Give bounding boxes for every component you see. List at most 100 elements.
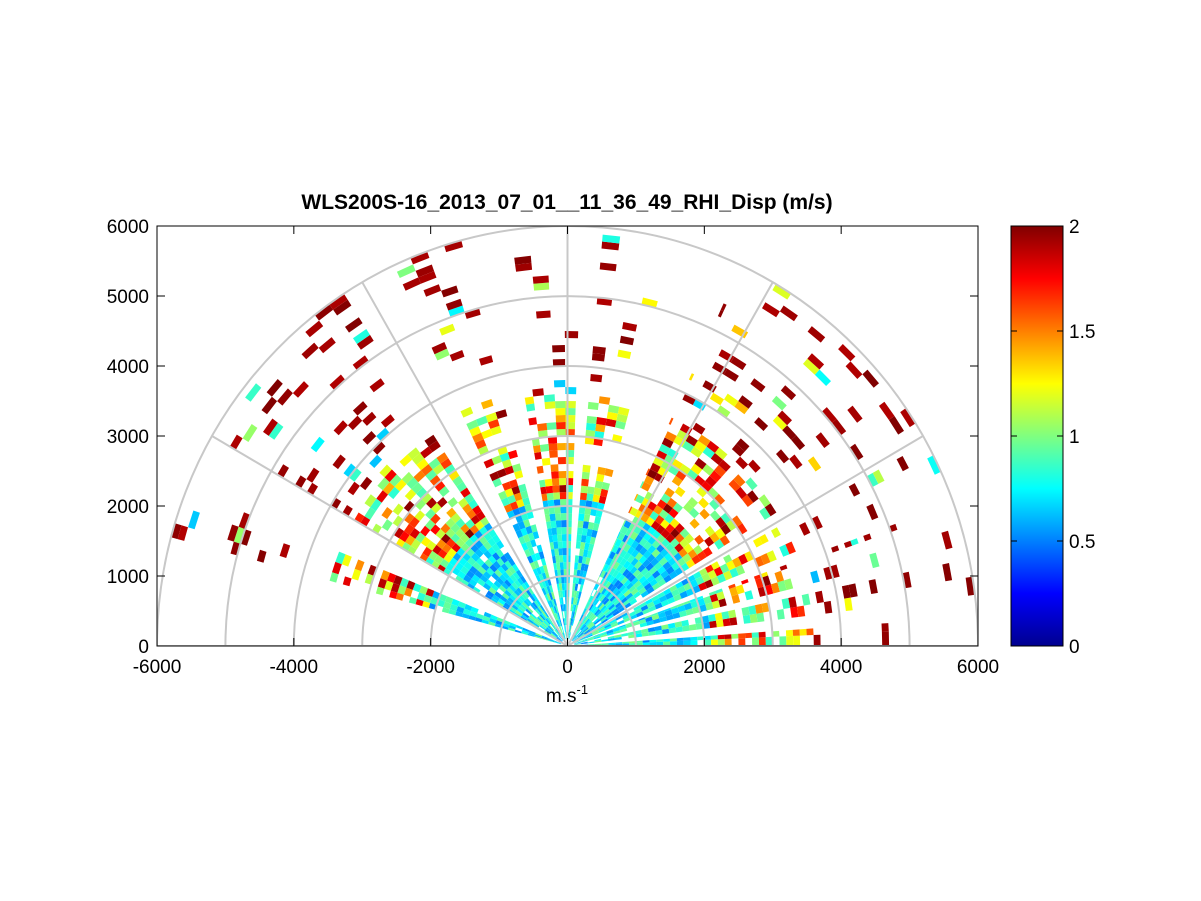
rhi-cell bbox=[709, 498, 720, 511]
y-tick-label: 1000 bbox=[107, 567, 149, 588]
rhi-cell bbox=[772, 284, 792, 300]
rhi-cell bbox=[513, 492, 523, 502]
rhi-cell bbox=[521, 629, 529, 634]
rhi-cell bbox=[807, 456, 822, 472]
rhi-cell bbox=[645, 616, 653, 623]
rhi-cell bbox=[571, 634, 576, 641]
rhi-cell bbox=[640, 567, 649, 576]
rhi-cell bbox=[814, 369, 831, 386]
rhi-cell bbox=[618, 624, 626, 628]
rhi-cell bbox=[578, 555, 583, 564]
rhi-cell bbox=[585, 429, 596, 438]
rhi-cell bbox=[420, 446, 433, 459]
rhi-cell bbox=[656, 639, 664, 642]
rhi-cell bbox=[622, 614, 630, 620]
rhi-cell bbox=[558, 635, 564, 641]
rhi-cell bbox=[501, 497, 510, 507]
rhi-cell bbox=[607, 635, 615, 640]
rhi-cell bbox=[634, 534, 643, 544]
rhi-cell bbox=[329, 572, 339, 583]
rhi-cell bbox=[410, 538, 421, 550]
rhi-cell bbox=[487, 419, 500, 429]
rhi-cell bbox=[524, 396, 535, 405]
rhi-cell bbox=[662, 503, 673, 514]
rhi-cell bbox=[693, 571, 702, 580]
rhi-cell bbox=[569, 625, 572, 633]
rhi-cell bbox=[709, 510, 721, 522]
rhi-cell bbox=[594, 608, 601, 616]
rhi-cell bbox=[541, 637, 548, 641]
rhi-cell bbox=[843, 540, 853, 548]
rhi-cell bbox=[593, 634, 601, 638]
rhi-cell bbox=[560, 569, 564, 577]
rhi-cell bbox=[641, 632, 649, 637]
rhi-cell bbox=[603, 622, 611, 627]
rhi-cell bbox=[689, 518, 700, 529]
rhi-cell bbox=[559, 492, 567, 500]
rhi-cell bbox=[466, 509, 477, 520]
rhi-cell bbox=[623, 579, 631, 588]
rhi-cell bbox=[560, 506, 567, 514]
rhi-cell bbox=[266, 379, 283, 397]
rhi-cell bbox=[721, 611, 730, 620]
rhi-cell bbox=[745, 632, 752, 639]
y-tick-label: 5000 bbox=[107, 287, 149, 308]
rhi-cell bbox=[716, 573, 727, 584]
rhi-cell bbox=[713, 566, 724, 577]
rhi-cell bbox=[534, 635, 542, 639]
rhi-cell bbox=[498, 490, 508, 501]
rhi-cell bbox=[878, 401, 895, 420]
rhi-cell bbox=[584, 618, 590, 625]
rhi-cell bbox=[571, 618, 574, 626]
rhi-cell bbox=[505, 568, 513, 577]
rhi-cell bbox=[679, 538, 689, 548]
rhi-cell bbox=[646, 553, 656, 563]
rhi-cell bbox=[480, 399, 494, 410]
rhi-cell bbox=[551, 599, 556, 607]
rhi-cell bbox=[668, 508, 679, 519]
rhi-cell bbox=[569, 632, 571, 640]
rhi-cell bbox=[447, 548, 457, 558]
rhi-cell bbox=[589, 536, 596, 545]
rhi-cell bbox=[558, 548, 563, 556]
rhi-cell bbox=[583, 629, 591, 635]
rhi-cell bbox=[577, 631, 584, 638]
rhi-cell bbox=[594, 640, 602, 643]
rhi-cell bbox=[501, 625, 509, 630]
rhi-cell bbox=[801, 593, 811, 606]
rhi-cell bbox=[515, 610, 523, 617]
rhi-cell bbox=[550, 623, 556, 630]
rhi-cell bbox=[464, 493, 475, 504]
rhi-cell bbox=[593, 487, 602, 496]
rhi-cell bbox=[598, 396, 611, 405]
rhi-cell bbox=[609, 618, 617, 624]
rhi-cell bbox=[492, 552, 501, 561]
rhi-cell bbox=[700, 481, 713, 493]
colorbar-tick-label: 0 bbox=[1069, 637, 1080, 658]
rhi-cell bbox=[457, 570, 466, 580]
rhi-cell bbox=[441, 607, 450, 614]
rhi-cell bbox=[414, 510, 426, 522]
rhi-cell bbox=[527, 532, 535, 541]
rhi-cell bbox=[696, 486, 708, 498]
rhi-cell bbox=[579, 614, 583, 621]
rhi-cell bbox=[576, 620, 581, 628]
rhi-cell bbox=[559, 485, 567, 493]
rhi-cell bbox=[580, 577, 586, 586]
rhi-cell bbox=[488, 555, 497, 565]
rhi-cell bbox=[602, 563, 606, 571]
rhi-cell bbox=[445, 518, 456, 529]
rhi-cell bbox=[553, 613, 557, 621]
rhi-cell bbox=[541, 572, 547, 581]
rhi-cell bbox=[514, 629, 522, 634]
rhi-cell bbox=[558, 583, 563, 591]
rhi-cell bbox=[490, 614, 498, 621]
rhi-cell bbox=[539, 624, 546, 631]
rhi-cell bbox=[850, 538, 859, 546]
rhi-cell bbox=[560, 604, 563, 612]
rhi-cell bbox=[242, 424, 258, 442]
rhi-cell bbox=[735, 584, 745, 595]
rhi-cell bbox=[635, 572, 644, 581]
rhi-cell bbox=[665, 592, 674, 600]
rhi-cell bbox=[520, 490, 529, 500]
